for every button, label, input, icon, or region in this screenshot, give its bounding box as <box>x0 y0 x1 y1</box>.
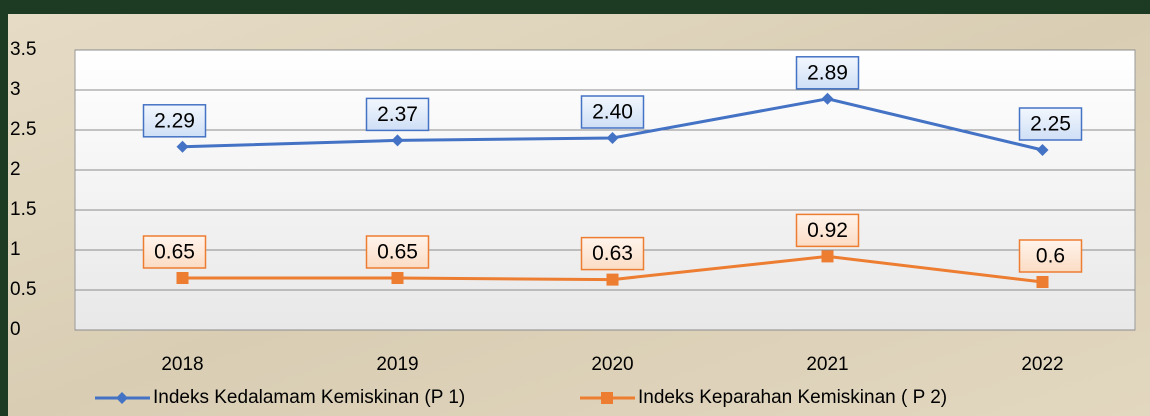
data-label: 0.92 <box>807 219 848 242</box>
y-tick-label: 1.5 <box>10 199 36 220</box>
data-label: 0.65 <box>154 241 195 264</box>
x-tick-label: 2018 <box>161 354 203 375</box>
y-tick-label: 2.5 <box>10 119 36 140</box>
data-label-box <box>580 236 645 271</box>
data-label-box <box>365 235 430 269</box>
y-tick-label: 2 <box>10 159 21 180</box>
y-tick-label: 0.5 <box>10 279 36 300</box>
data-label-box <box>580 95 645 129</box>
plot-area <box>74 49 1136 331</box>
legend-label: Indeks Kedalamam Kemiskinan (P 1) <box>153 387 465 408</box>
data-label-box <box>795 56 860 90</box>
data-label-box <box>365 97 430 132</box>
y-tick-label: 3 <box>10 79 21 100</box>
x-tick-label: 2019 <box>376 354 418 375</box>
marker <box>821 92 834 105</box>
x-tick-label: 2022 <box>1021 354 1063 375</box>
marker <box>606 273 619 286</box>
x-tick-label: 2021 <box>806 354 848 375</box>
y-tick-label: 1 <box>10 239 21 260</box>
marker <box>391 272 404 284</box>
marker <box>176 140 189 153</box>
x-tick-label: 2020 <box>591 354 633 375</box>
legend-marker <box>116 392 128 404</box>
data-label-box <box>795 213 860 248</box>
marker <box>606 132 619 144</box>
marker <box>1036 276 1049 288</box>
data-label-box <box>1018 239 1083 273</box>
data-label-box <box>142 104 207 138</box>
data-label-box <box>1018 107 1083 141</box>
data-label: 2.89 <box>807 61 848 84</box>
y-tick-label: 0 <box>10 319 21 340</box>
marker <box>1036 144 1049 156</box>
legend-label: Indeks Keparahan Kemiskinan ( P 2) <box>638 387 947 408</box>
data-label: 2.25 <box>1030 113 1071 136</box>
marker <box>391 134 404 147</box>
data-label: 2.40 <box>592 101 633 124</box>
data-label: 0.65 <box>377 241 418 264</box>
data-label: 0.6 <box>1036 245 1065 268</box>
marker <box>176 272 189 284</box>
y-tick-label: 3.5 <box>10 39 36 60</box>
data-label: 2.29 <box>154 109 195 132</box>
data-label-box <box>142 235 207 269</box>
legend-marker <box>601 392 613 404</box>
marker <box>821 250 834 263</box>
data-label: 2.37 <box>377 103 418 126</box>
data-label: 0.63 <box>592 242 633 265</box>
